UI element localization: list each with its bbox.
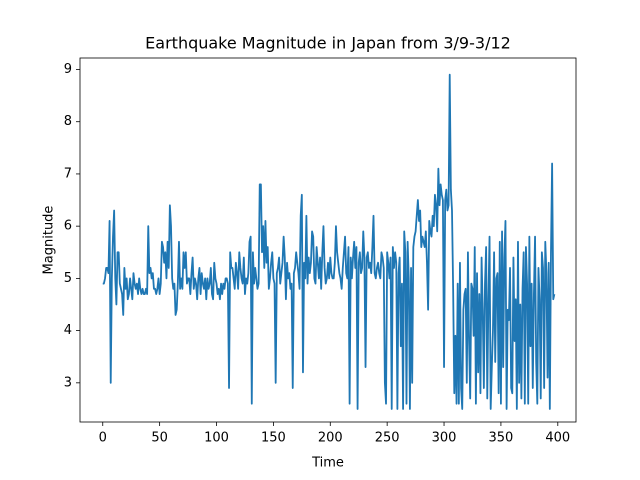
x-tick-label: 200	[318, 431, 343, 446]
chart-title: Earthquake Magnitude in Japan from 3/9-3…	[145, 34, 511, 53]
y-tick-label: 7	[64, 166, 72, 181]
x-tick-label: 400	[545, 431, 570, 446]
y-tick-label: 8	[64, 114, 72, 129]
x-tick-label: 350	[489, 431, 514, 446]
x-tick-label: 100	[204, 431, 229, 446]
x-tick-label: 250	[375, 431, 400, 446]
x-tick-label: 300	[432, 431, 457, 446]
plot-frame	[79, 57, 577, 423]
x-tick-label: 150	[261, 431, 286, 446]
x-tick-label: 0	[99, 431, 107, 446]
x-tick-label: 50	[151, 431, 168, 446]
y-tick-label: 6	[64, 219, 72, 234]
data-line	[102, 73, 556, 410]
x-axis-label: Time	[311, 456, 344, 471]
y-tick-label: 4	[64, 323, 72, 338]
y-tick-label: 3	[64, 375, 72, 390]
y-tick-label: 9	[64, 62, 72, 77]
y-tick-label: 5	[64, 271, 72, 286]
y-axis-label: Magnitude	[42, 206, 57, 275]
